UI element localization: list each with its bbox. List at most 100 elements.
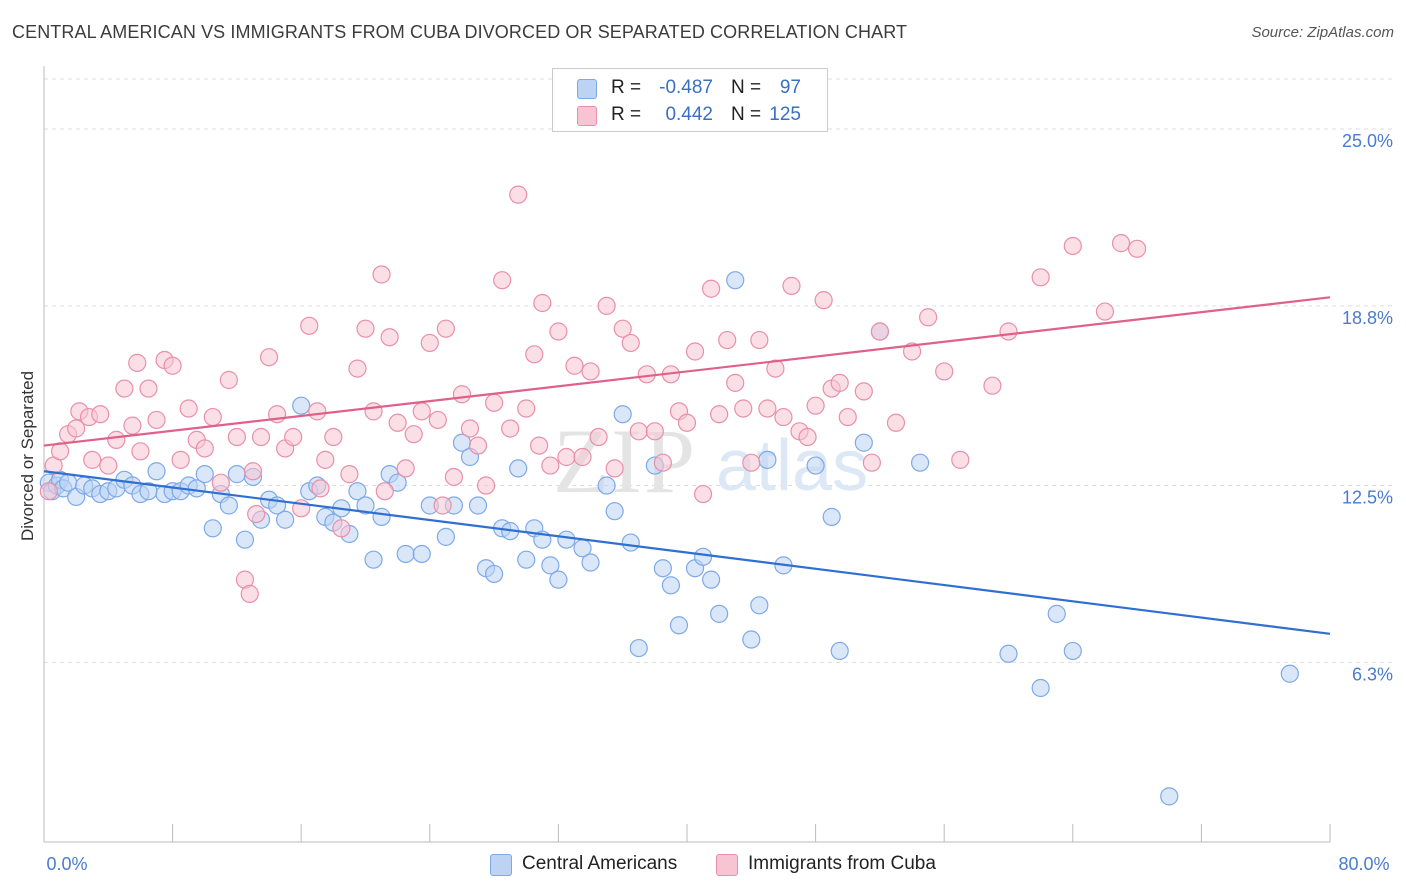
point-central-americans (693, 547, 713, 566)
point-immigrants-from-cuba (444, 467, 464, 487)
point-immigrants-from-cuba (1095, 302, 1115, 321)
point-immigrants-from-cuba (311, 479, 330, 498)
point-immigrants-from-cuba (806, 396, 825, 415)
point-immigrants-from-cuba (525, 345, 544, 364)
point-immigrants-from-cuba (356, 319, 375, 338)
point-central-americans (613, 405, 632, 424)
point-immigrants-from-cuba (412, 402, 431, 421)
point-immigrants-from-cuba (782, 276, 801, 295)
point-central-americans (203, 519, 222, 538)
point-immigrants-from-cuba (726, 373, 745, 392)
point-immigrants-from-cuba (375, 482, 394, 501)
trend-lines (43, 296, 1331, 635)
point-immigrants-from-cuba (468, 436, 488, 455)
point-central-americans (854, 433, 873, 452)
stats-n-label: N = (731, 104, 762, 125)
point-immigrants-from-cuba (128, 353, 147, 372)
point-immigrants-from-cuba (476, 476, 496, 495)
tick-labels: 25.0% 18.8% 12.5% 6.3% 0.0% 80.0% Divorced or … (18, 131, 1393, 874)
point-immigrants-from-cuba (436, 319, 455, 338)
point-immigrants-from-cuba (862, 453, 881, 472)
stats-r-value: 0.442 (665, 104, 713, 125)
legend-swatch-immigrants-from-cuba (716, 854, 738, 876)
point-immigrants-from-cuba (766, 359, 785, 378)
point-central-americans (597, 476, 616, 495)
point-immigrants-from-cuba (428, 410, 447, 430)
point-immigrants-from-cuba (742, 453, 761, 472)
stats-swatch-central-americans (577, 79, 597, 99)
legend-label: Immigrants from Cuba (748, 853, 936, 874)
point-immigrants-from-cuba (533, 293, 552, 313)
stats-row-central-americans: R = -0.487 N = 97 (553, 75, 827, 103)
point-immigrants-from-cuba (718, 330, 737, 350)
point-immigrants-from-cuba (902, 342, 922, 361)
point-immigrants-from-cuba (83, 450, 102, 469)
point-central-americans (999, 644, 1018, 663)
y-axis-label: Divorced or Separated (18, 371, 37, 541)
point-immigrants-from-cuba (710, 405, 729, 424)
point-immigrants-from-cuba (693, 484, 713, 504)
point-immigrants-from-cuba (219, 370, 238, 390)
point-immigrants-from-cuba (123, 416, 142, 435)
point-immigrants-from-cuba (935, 362, 954, 381)
point-immigrants-from-cuba (581, 362, 600, 381)
point-immigrants-from-cuba (886, 413, 906, 432)
y-tick-label: 6.3% (1352, 664, 1393, 684)
point-immigrants-from-cuba (798, 427, 817, 447)
point-immigrants-from-cuba (227, 427, 246, 447)
point-central-americans (356, 496, 375, 515)
point-central-americans (292, 396, 311, 415)
point-central-americans (822, 507, 841, 526)
stats-r-value: -0.487 (659, 77, 713, 98)
point-immigrants-from-cuba (380, 328, 399, 347)
point-immigrants-from-cuba (404, 425, 423, 444)
stats-n-value: 125 (769, 104, 801, 125)
stats-n-value: 97 (779, 77, 801, 98)
point-central-americans (557, 530, 576, 549)
point-central-americans (669, 616, 689, 635)
point-immigrants-from-cuba (999, 322, 1018, 341)
point-central-americans (653, 559, 672, 578)
point-immigrants-from-cuba (147, 410, 166, 430)
point-immigrants-from-cuba (541, 456, 560, 475)
point-immigrants-from-cuba (460, 419, 480, 438)
point-immigrants-from-cuba (629, 422, 648, 441)
point-immigrants-from-cuba (653, 453, 672, 472)
point-central-americans (549, 570, 568, 589)
point-immigrants-from-cuba (308, 402, 327, 421)
chart-title: CENTRAL AMERICAN VS IMMIGRANTS FROM CUBA… (12, 22, 908, 42)
point-immigrants-from-cuba (1031, 268, 1050, 287)
point-immigrants-from-cuba (139, 379, 158, 398)
point-central-americans (517, 550, 536, 569)
point-central-americans (388, 473, 407, 492)
point-central-americans (726, 271, 745, 290)
stats-row-immigrants-from-cuba: R = 0.442 N = 125 (553, 102, 827, 130)
x-tick-label: 0.0% (46, 854, 87, 874)
point-immigrants-from-cuba (645, 422, 664, 441)
point-central-americans (364, 550, 383, 569)
point-immigrants-from-cuba (677, 413, 697, 432)
point-immigrants-from-cuba (485, 393, 504, 412)
point-immigrants-from-cuba (774, 407, 793, 427)
point-central-americans (750, 596, 769, 615)
point-immigrants-from-cuba (452, 385, 472, 404)
point-immigrants-from-cuba (919, 308, 938, 327)
point-immigrants-from-cuba (300, 316, 319, 335)
point-immigrants-from-cuba (589, 427, 608, 447)
point-immigrants-from-cuba (830, 373, 849, 392)
y-tick-label: 12.5% (1342, 488, 1393, 508)
point-central-americans (227, 465, 246, 484)
point-central-americans (541, 556, 560, 575)
point-immigrants-from-cuba (517, 399, 536, 418)
point-central-americans (1063, 641, 1082, 661)
point-immigrants-from-cuba (814, 291, 833, 310)
point-central-americans (742, 630, 761, 649)
point-immigrants-from-cuba (203, 407, 222, 427)
point-central-americans (1047, 604, 1066, 623)
chart-legend: Central Americans Immigrants from Cuba (0, 852, 1406, 878)
point-central-americans (372, 507, 391, 526)
point-central-americans (710, 604, 729, 623)
point-immigrants-from-cuba (388, 413, 407, 432)
point-central-americans (830, 641, 849, 661)
